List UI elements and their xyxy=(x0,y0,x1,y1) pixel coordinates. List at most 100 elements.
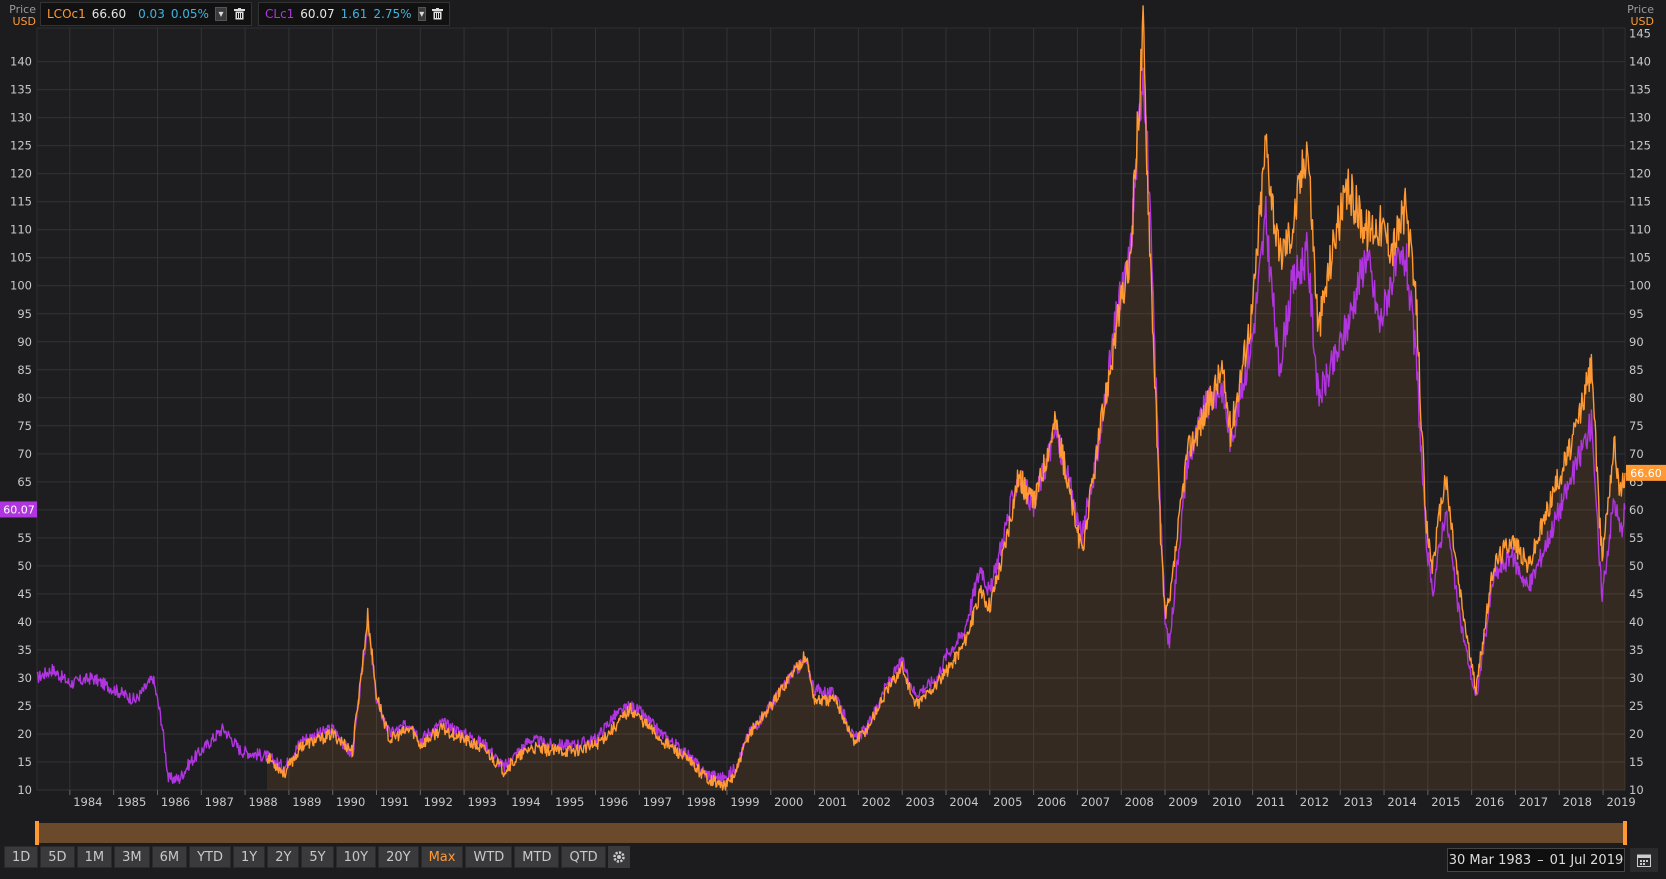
range-button-1d[interactable]: 1D xyxy=(4,846,39,868)
legend-value: 60.07 xyxy=(300,7,335,21)
legend-change: 1.61 xyxy=(340,7,368,21)
last-value-label-right: 66.60 xyxy=(1630,467,1662,480)
x-tick-label: 1990 xyxy=(336,795,365,809)
x-tick-label: 2002 xyxy=(862,795,891,809)
left-axis-price-label: Price xyxy=(9,3,36,16)
y-tick-label-left: 20 xyxy=(17,727,32,741)
last-value-badge-right xyxy=(1626,464,1666,481)
x-tick-label: 1997 xyxy=(643,795,672,809)
y-tick-label-left: 105 xyxy=(10,251,32,265)
legend-clc1: CLc1 60.07 1.61 2.75% ▾ xyxy=(258,2,450,26)
range-button-1y[interactable]: 1Y xyxy=(232,846,266,868)
chevron-down-icon[interactable]: ▾ xyxy=(214,7,228,21)
y-tick-label-left: 25 xyxy=(17,699,32,713)
navigator-track xyxy=(37,823,1625,843)
y-tick-label-left: 135 xyxy=(10,83,32,97)
x-tick-label: 2001 xyxy=(818,795,847,809)
right-axis-unit-label: USD xyxy=(1630,15,1654,28)
y-tick-label-right: 45 xyxy=(1629,587,1644,601)
range-button-5d[interactable]: 5D xyxy=(40,846,75,868)
y-tick-label-left: 110 xyxy=(10,223,32,237)
left-axis-unit-label: USD xyxy=(12,15,36,28)
y-tick-label-left: 80 xyxy=(17,391,32,405)
y-tick-label-right: 110 xyxy=(1629,223,1651,237)
y-tick-label-left: 65 xyxy=(17,475,32,489)
legend-symbol: LCOc1 xyxy=(47,7,86,21)
legend-value: 66.60 xyxy=(91,7,127,21)
y-tick-label-left: 130 xyxy=(10,111,32,125)
y-tick-label-left: 55 xyxy=(17,531,32,545)
legend-symbol: CLc1 xyxy=(265,7,295,21)
y-tick-label-right: 55 xyxy=(1629,531,1644,545)
y-tick-label-right: 100 xyxy=(1629,279,1651,293)
x-tick-label: 1987 xyxy=(205,795,234,809)
range-button-qtd[interactable]: QTD xyxy=(561,846,606,868)
x-tick-label: 2003 xyxy=(906,795,935,809)
x-tick-label: 1994 xyxy=(511,795,540,809)
x-tick-label: 2008 xyxy=(1125,795,1154,809)
x-tick-label: 2012 xyxy=(1300,795,1329,809)
plot-area xyxy=(36,27,1626,791)
range-button-6m[interactable]: 6M xyxy=(151,846,188,868)
x-tick-label: 2005 xyxy=(993,795,1022,809)
x-tick-label: 1991 xyxy=(380,795,409,809)
y-tick-label-left: 30 xyxy=(17,671,32,685)
x-tick-label: 1999 xyxy=(730,795,759,809)
date-range-to: 01 Jul 2019 xyxy=(1549,852,1624,868)
y-tick-label-left: 140 xyxy=(10,55,32,69)
range-button-20y[interactable]: 20Y xyxy=(378,846,419,868)
y-tick-label-right: 80 xyxy=(1629,391,1644,405)
range-button-2y[interactable]: 2Y xyxy=(267,846,300,868)
last-value-badge-left xyxy=(0,501,37,518)
range-selector: 1D 5D 1M 3M 6M YTD 1Y 2Y 5Y 10Y 20Y Max WTD MTD QTD xyxy=(0,846,630,872)
y-tick-label-right: 10 xyxy=(1629,783,1644,797)
x-tick-label: 2006 xyxy=(1037,795,1066,809)
x-tick-label: 2015 xyxy=(1431,795,1460,809)
range-button-ytd[interactable]: YTD xyxy=(189,846,231,868)
y-tick-label-left: 70 xyxy=(17,447,32,461)
legend-lcoc1: LCOc1 66.60 0.03 0.05% ▾ xyxy=(40,2,252,26)
y-tick-label-left: 45 xyxy=(17,587,32,601)
range-button-10y[interactable]: 10Y xyxy=(335,846,377,868)
y-tick-label-right: 140 xyxy=(1629,55,1651,69)
x-tick-label: 1985 xyxy=(117,795,146,809)
x-tick-label: 1995 xyxy=(555,795,584,809)
trash-icon[interactable] xyxy=(432,7,443,21)
x-tick-label: 2004 xyxy=(949,795,978,809)
y-tick-label-left: 50 xyxy=(17,559,32,573)
range-button-3m[interactable]: 3M xyxy=(114,846,150,868)
x-tick-label: 1984 xyxy=(73,795,102,809)
x-tick-label: 2009 xyxy=(1168,795,1197,809)
series-line-lcoc1 xyxy=(266,5,1626,791)
gear-icon[interactable] xyxy=(607,846,630,868)
y-tick-label-right: 125 xyxy=(1629,139,1651,153)
range-button-mtd[interactable]: MTD xyxy=(514,846,560,868)
series-area-lcoc1 xyxy=(267,6,1625,790)
x-tick-label: 2019 xyxy=(1606,795,1635,809)
calendar-icon[interactable] xyxy=(1630,848,1658,872)
y-tick-label-right: 85 xyxy=(1629,363,1644,377)
legend-change-pct: 0.05% xyxy=(170,7,209,21)
date-range-field[interactable]: 30 Mar 1983 – 01 Jul 2019 xyxy=(1447,848,1625,872)
y-tick-label-left: 35 xyxy=(17,643,32,657)
y-tick-label-left: 115 xyxy=(10,195,32,209)
y-tick-label-left: 75 xyxy=(17,419,32,433)
series-line-clc1 xyxy=(36,67,1626,785)
y-tick-label-right: 30 xyxy=(1629,671,1644,685)
range-button-5y[interactable]: 5Y xyxy=(301,846,334,868)
trash-icon[interactable] xyxy=(233,7,245,21)
date-range-separator: – xyxy=(1537,852,1544,868)
chevron-down-icon[interactable]: ▾ xyxy=(417,7,426,21)
legend-change-pct: 2.75% xyxy=(373,7,412,21)
y-tick-label-right: 120 xyxy=(1629,167,1651,181)
range-button-1m[interactable]: 1M xyxy=(76,846,113,868)
range-button-wtd[interactable]: WTD xyxy=(465,846,513,868)
y-tick-label-right: 130 xyxy=(1629,111,1651,125)
x-tick-label: 1986 xyxy=(161,795,190,809)
range-button-max[interactable]: Max xyxy=(420,846,464,868)
x-tick-label: 2000 xyxy=(774,795,803,809)
x-tick-label: 2013 xyxy=(1344,795,1373,809)
navigator-bar[interactable] xyxy=(35,821,1627,845)
x-tick-label: 2011 xyxy=(1256,795,1285,809)
y-tick-label-left: 125 xyxy=(10,139,32,153)
